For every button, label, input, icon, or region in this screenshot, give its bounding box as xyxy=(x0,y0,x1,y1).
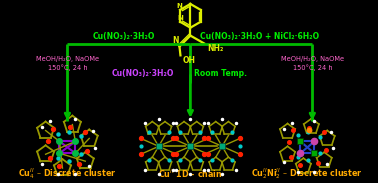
Text: 150°C, 24 h: 150°C, 24 h xyxy=(48,64,87,71)
Text: Cu(NO₃)₂·3H₂O: Cu(NO₃)₂·3H₂O xyxy=(93,31,155,41)
Text: Cu$^{II}$ 1D - chain: Cu$^{II}$ 1D - chain xyxy=(158,168,223,180)
Text: Cu$_2^{II}$Ni$_2^{II}$ – Discrete cluster: Cu$_2^{II}$Ni$_2^{II}$ – Discrete cluste… xyxy=(251,167,363,182)
Text: Cu$_4^{II}$ – Discrete cluster: Cu$_4^{II}$ – Discrete cluster xyxy=(18,167,117,182)
Text: N: N xyxy=(172,36,178,46)
Text: Cu(NO₃)₂·3H₂O: Cu(NO₃)₂·3H₂O xyxy=(111,69,174,78)
Text: MeOH/H₂O, NaOMe: MeOH/H₂O, NaOMe xyxy=(281,56,344,62)
Text: MeOH/H₂O, NaOMe: MeOH/H₂O, NaOMe xyxy=(36,56,99,62)
Text: Cu(NO₃)₂·3H₂O + NiCl₂·6H₂O: Cu(NO₃)₂·3H₂O + NiCl₂·6H₂O xyxy=(200,31,319,41)
Text: 150°C, 24 h: 150°C, 24 h xyxy=(293,64,332,71)
Text: N: N xyxy=(177,3,183,9)
Text: OH: OH xyxy=(183,56,195,65)
Text: N: N xyxy=(178,15,183,21)
Text: Room Temp.: Room Temp. xyxy=(194,69,247,78)
Text: NH₂: NH₂ xyxy=(207,44,224,53)
